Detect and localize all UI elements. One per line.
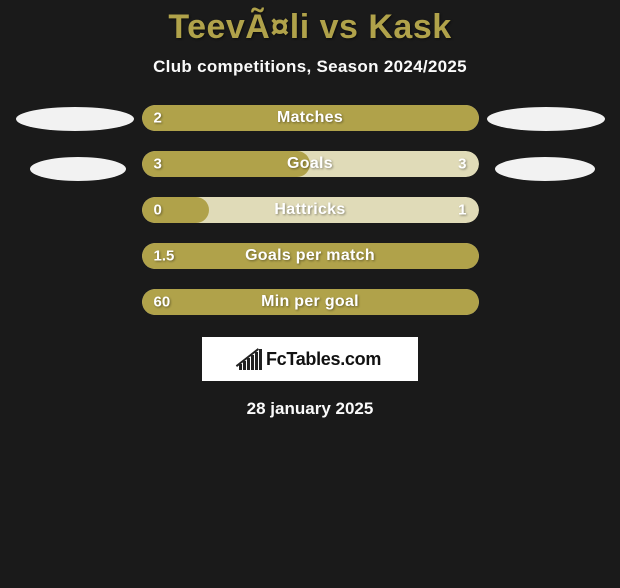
stat-value-left: 60 [154,294,171,311]
stat-label: Min per goal [261,293,359,311]
stat-row: 0 Hattricks 1 [142,197,479,223]
page-subtitle: Club competitions, Season 2024/2025 [0,57,620,77]
stat-label: Matches [277,109,343,127]
player-left-avatar-top-ellipse [16,107,134,131]
stat-value-right: 1 [458,202,466,219]
stat-row: 60 Min per goal [142,289,479,315]
player-left-avatar-bottom-ellipse [30,157,126,181]
stat-value-left: 0 [154,202,162,219]
stat-value-left: 1.5 [154,248,175,265]
stat-bar-fill [142,151,311,177]
stat-value-right: 3 [458,156,466,173]
brand-chart-icon [239,348,262,370]
page-title: TeevÃ¤li vs Kask [0,8,620,47]
left-avatar-column [24,105,124,315]
stat-value-left: 3 [154,156,162,173]
stat-row: 1.5 Goals per match [142,243,479,269]
stat-row: 2 Matches [142,105,479,131]
brand-badge[interactable]: FcTables.com [202,337,418,381]
brand-text: FcTables.com [266,349,381,370]
stat-label: Goals [287,155,333,173]
stat-bar-fill [142,197,209,223]
stat-bars-column: 2 Matches 3 Goals 3 0 Hattricks 1 1.5 Goals per m… [142,105,479,315]
stat-label: Goals per match [245,247,375,265]
stats-container: 2 Matches 3 Goals 3 0 Hattricks 1 1.5 Goals per m… [0,105,620,315]
stat-row: 3 Goals 3 [142,151,479,177]
stat-value-left: 2 [154,110,162,127]
footer-date: 28 january 2025 [0,399,620,419]
player-right-avatar-top-ellipse [487,107,605,131]
right-avatar-column [497,105,597,315]
stat-label: Hattricks [274,201,345,219]
player-right-avatar-bottom-ellipse [495,157,595,181]
